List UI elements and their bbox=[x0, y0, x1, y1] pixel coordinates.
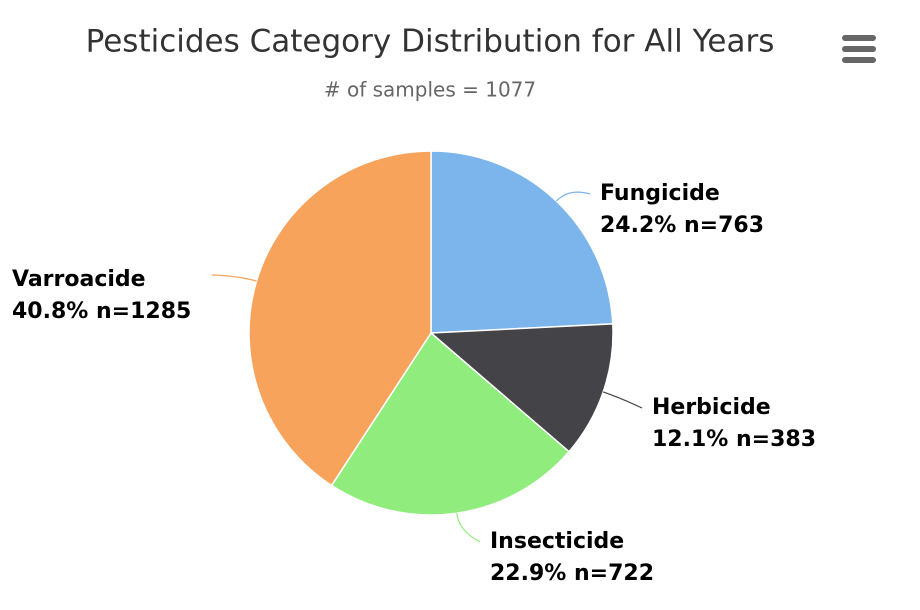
slice-label: Insecticide bbox=[490, 529, 624, 554]
data-label: 22.9% n=722 bbox=[490, 561, 654, 586]
connector bbox=[456, 513, 481, 543]
chart-subtitle: # of samples = 1077 bbox=[324, 78, 536, 102]
connector bbox=[211, 274, 257, 282]
chart-title: Pesticides Category Distribution for All… bbox=[86, 24, 775, 60]
data-label: 24.2% n=763 bbox=[600, 213, 764, 238]
data-label: 40.8% n=1285 bbox=[12, 299, 191, 324]
slice-label: Varroacide bbox=[12, 267, 146, 292]
slice-label: Herbicide bbox=[652, 395, 771, 420]
slice-label: Fungicide bbox=[600, 181, 720, 206]
data-label: 12.1% n=383 bbox=[652, 427, 816, 452]
pie-slice bbox=[429, 323, 614, 453]
connector bbox=[602, 391, 643, 409]
menu-button[interactable] bbox=[842, 35, 876, 63]
pie-slice bbox=[430, 150, 614, 334]
connector bbox=[555, 191, 591, 202]
